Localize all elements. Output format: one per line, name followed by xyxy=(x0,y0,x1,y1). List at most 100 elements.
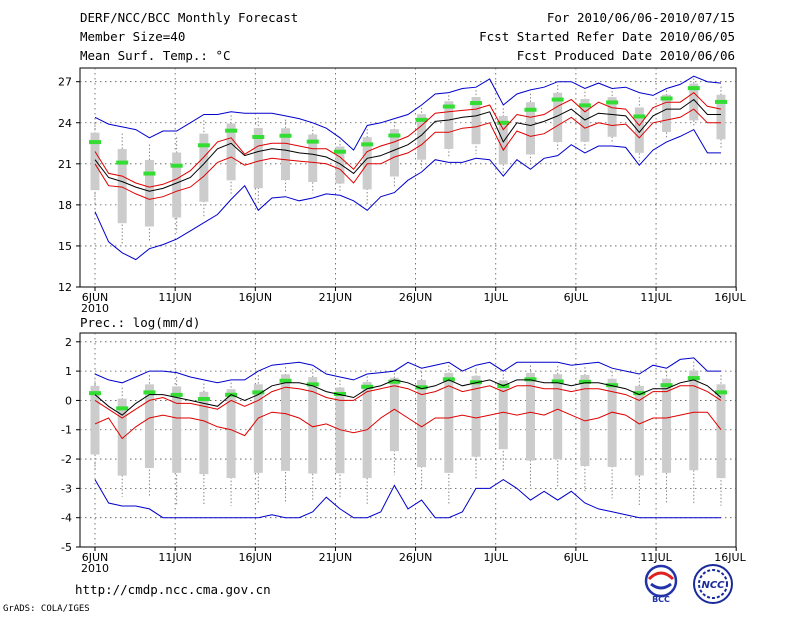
panel-title: Prec.: log(mm/d) xyxy=(80,315,200,330)
ensemble-box xyxy=(471,97,481,145)
y-tick-label: -2 xyxy=(61,453,72,466)
x-tick-label: 11JUL xyxy=(640,551,672,564)
ensemble-median-marker xyxy=(470,380,483,385)
plot-frame-1 xyxy=(79,332,737,548)
y-tick-label: -1 xyxy=(61,424,72,437)
ensemble-box xyxy=(444,372,454,473)
y-tick-label: 2 xyxy=(65,336,72,349)
ensemble-median-marker xyxy=(361,384,374,389)
forecast-produced-date: Fcst Produced Date 2010/06/06 xyxy=(516,48,735,63)
ensemble-median-marker xyxy=(143,171,156,176)
ensemble-median-marker xyxy=(388,379,401,384)
ensemble-box xyxy=(226,389,236,479)
ensemble-median-marker xyxy=(89,391,101,396)
y-tick-label: 12 xyxy=(58,281,72,294)
ensemble-box xyxy=(172,386,182,473)
ensemble-box xyxy=(117,149,127,224)
ensemble-median-marker xyxy=(252,134,265,139)
ensemble-box xyxy=(362,137,372,190)
y-tick-label: -5 xyxy=(61,541,72,554)
ensemble-median-marker xyxy=(578,379,591,384)
series-line-q75 xyxy=(94,91,722,188)
ensemble-median-marker xyxy=(197,143,210,148)
ensemble-box xyxy=(662,94,672,133)
chart-title: DERF/NCC/BCC Monthly Forecast xyxy=(80,10,299,25)
ensemble-median-marker xyxy=(524,107,537,112)
ensemble-box xyxy=(689,370,699,471)
ensemble-box xyxy=(498,116,508,165)
ensemble-box xyxy=(389,377,399,452)
x-tick-label: 16JUN xyxy=(239,551,273,564)
ensemble-median-marker xyxy=(361,142,374,147)
ncc-logo-text: NCC xyxy=(701,580,725,591)
ensemble-median-marker xyxy=(442,104,455,109)
ensemble-box xyxy=(471,375,481,457)
url-link[interactable]: http://cmdp.ncc.cma.gov.cn xyxy=(75,582,271,597)
ensemble-box xyxy=(335,387,345,474)
ensemble-box xyxy=(253,384,263,473)
grads-credit: GrADS: COLA/IGES xyxy=(3,604,90,614)
x-year-label: 2010 xyxy=(81,562,109,575)
ensemble-box xyxy=(253,127,263,189)
ensemble-box xyxy=(634,107,644,153)
ensemble-median-marker xyxy=(252,390,265,395)
ensemble-box xyxy=(281,128,291,181)
ensemble-box xyxy=(389,129,399,177)
ncc-logo: NCC xyxy=(693,564,733,604)
x-tick-label: 21JUN xyxy=(319,551,353,564)
ensemble-box xyxy=(117,398,127,476)
ensemble-median-marker xyxy=(306,139,319,144)
x-tick-label: 26JUN xyxy=(399,551,433,564)
ensemble-box xyxy=(634,385,644,476)
y-tick-label: -3 xyxy=(61,482,72,495)
ensemble-box xyxy=(607,378,617,467)
ensemble-median-marker xyxy=(89,140,101,145)
ensemble-median-marker xyxy=(715,99,727,104)
y-tick-label: -4 xyxy=(61,512,72,525)
bcc-logo-text: BCC xyxy=(652,595,670,604)
plot-frame-0 xyxy=(79,67,737,288)
ensemble-median-marker xyxy=(116,406,129,411)
ensemble-box xyxy=(417,380,427,468)
x-tick-label: 26JUN xyxy=(399,291,433,304)
series-line-mean xyxy=(94,98,721,192)
y-tick-label: 15 xyxy=(58,240,72,253)
ensemble-median-marker xyxy=(170,163,183,168)
ensemble-box xyxy=(417,114,427,160)
ensemble-median-marker xyxy=(415,385,428,390)
y-tick-label: 27 xyxy=(58,76,72,89)
ensemble-median-marker xyxy=(524,377,537,382)
ensemble-median-marker xyxy=(660,96,673,101)
ensemble-median-marker xyxy=(279,133,292,138)
ensemble-box xyxy=(716,94,726,140)
ensemble-box xyxy=(498,380,508,450)
x-tick-label: 11JUL xyxy=(640,291,672,304)
ensemble-median-marker xyxy=(333,149,346,154)
ensemble-box xyxy=(553,92,563,143)
x-tick-label: 6JUL xyxy=(564,551,589,564)
series-line-max xyxy=(94,357,721,384)
ensemble-box xyxy=(199,133,209,202)
x-tick-label: 16JUL xyxy=(714,291,746,304)
forecast-period: For 2010/06/06-2010/07/15 xyxy=(546,10,735,25)
series-line-min xyxy=(94,479,721,519)
ensemble-box xyxy=(525,372,535,461)
ensemble-median-marker xyxy=(388,133,401,138)
x-tick-label: 6JUN xyxy=(82,291,109,304)
ensemble-box xyxy=(281,374,291,471)
x-year-label: 2010 xyxy=(81,302,109,315)
ensemble-box xyxy=(144,159,154,227)
x-tick-label: 16JUL xyxy=(714,551,746,564)
ensemble-box xyxy=(172,152,182,218)
ensemble-median-marker xyxy=(333,391,346,396)
ensemble-median-marker xyxy=(170,392,183,397)
y-tick-label: 24 xyxy=(58,117,72,130)
ensemble-median-marker xyxy=(415,117,428,122)
ensemble-median-marker xyxy=(470,101,483,106)
x-tick-label: 1JUL xyxy=(484,291,509,304)
x-tick-label: 11JUN xyxy=(158,551,192,564)
ensemble-box xyxy=(716,384,726,479)
ensemble-median-marker xyxy=(143,390,156,395)
ensemble-box xyxy=(689,83,699,121)
ensemble-box xyxy=(199,391,209,475)
